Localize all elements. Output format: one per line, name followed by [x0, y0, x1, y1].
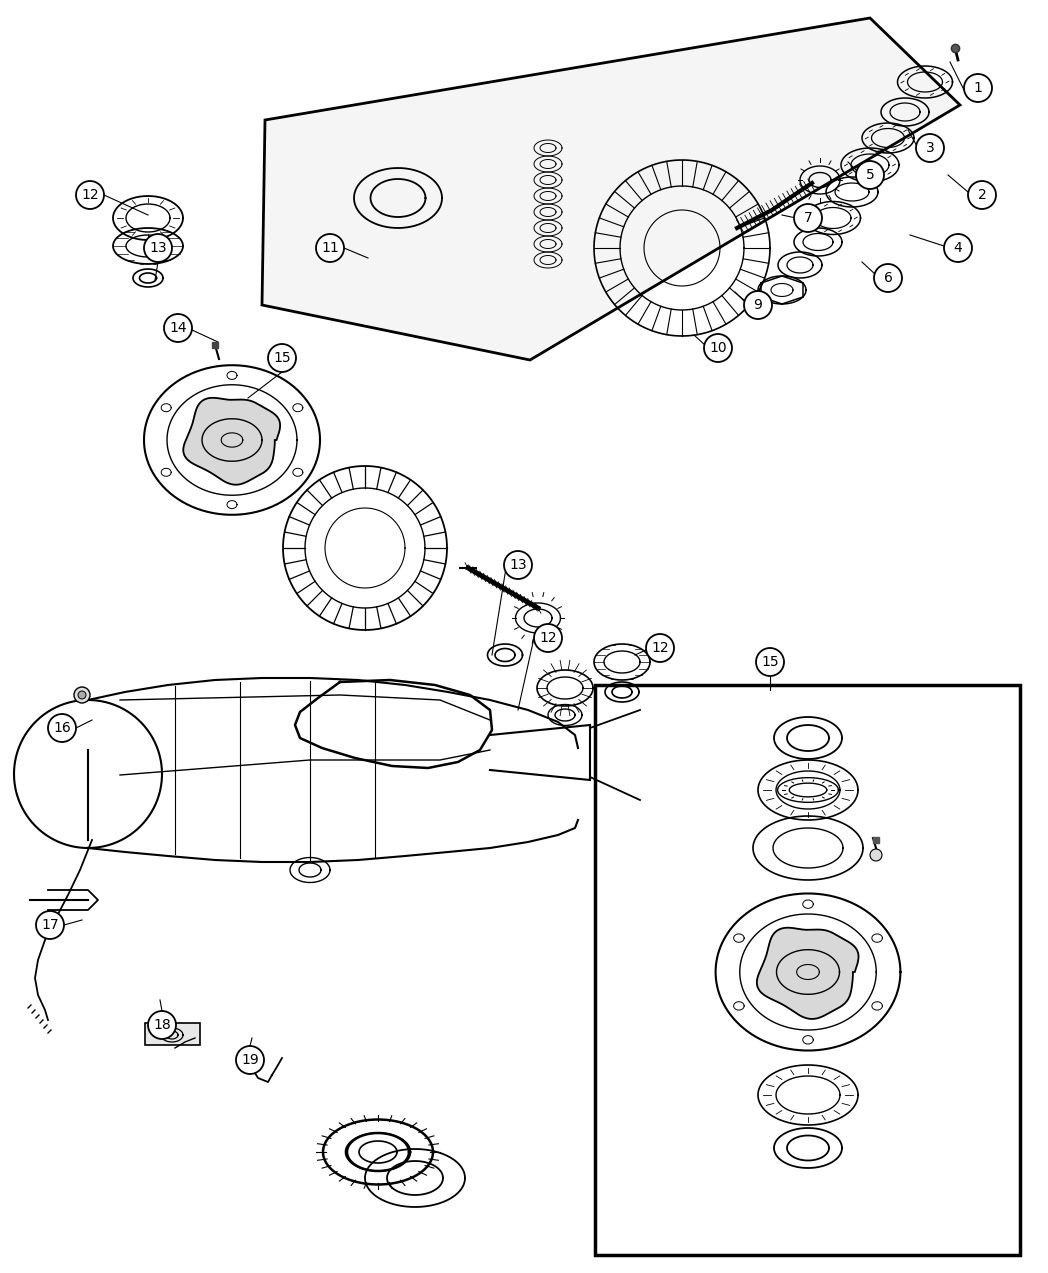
Circle shape: [916, 134, 944, 162]
Polygon shape: [183, 398, 280, 485]
Text: 5: 5: [866, 168, 874, 182]
Text: 12: 12: [651, 642, 669, 656]
Circle shape: [36, 911, 64, 939]
Text: 9: 9: [754, 298, 763, 312]
Bar: [595, 685, 1020, 1255]
Text: 10: 10: [709, 341, 727, 355]
Circle shape: [78, 691, 86, 699]
Text: 18: 18: [153, 1018, 171, 1032]
Text: 19: 19: [241, 1053, 259, 1067]
Circle shape: [646, 634, 674, 662]
Text: 4: 4: [954, 241, 962, 255]
Circle shape: [794, 204, 822, 232]
Circle shape: [874, 264, 902, 292]
Polygon shape: [757, 928, 858, 1018]
Circle shape: [968, 181, 996, 209]
Circle shape: [74, 687, 90, 703]
Text: 13: 13: [509, 558, 527, 572]
Circle shape: [856, 160, 885, 188]
Circle shape: [163, 314, 192, 342]
Circle shape: [504, 551, 532, 579]
Circle shape: [148, 1011, 176, 1039]
Circle shape: [944, 234, 971, 262]
Text: 6: 6: [883, 271, 893, 285]
Text: 2: 2: [978, 188, 986, 202]
Circle shape: [756, 648, 784, 676]
Text: 14: 14: [169, 321, 187, 335]
Circle shape: [268, 344, 296, 372]
Text: 7: 7: [804, 211, 812, 225]
Text: 13: 13: [149, 241, 167, 255]
Text: 15: 15: [761, 656, 779, 670]
Circle shape: [964, 74, 992, 102]
Circle shape: [144, 234, 172, 262]
Circle shape: [77, 181, 104, 209]
Text: 16: 16: [53, 721, 71, 735]
Circle shape: [236, 1046, 264, 1074]
Bar: [145, 1023, 200, 1045]
Circle shape: [316, 234, 344, 262]
Polygon shape: [262, 18, 960, 360]
Circle shape: [870, 849, 882, 861]
Text: 11: 11: [321, 241, 339, 255]
Circle shape: [534, 624, 562, 652]
Circle shape: [744, 292, 772, 320]
Text: 12: 12: [81, 188, 99, 202]
Circle shape: [704, 334, 732, 362]
Text: 15: 15: [274, 351, 290, 365]
Text: 17: 17: [41, 918, 59, 932]
Text: 3: 3: [925, 141, 935, 155]
Circle shape: [48, 714, 77, 742]
Text: 12: 12: [539, 631, 556, 645]
Text: 1: 1: [974, 81, 982, 95]
